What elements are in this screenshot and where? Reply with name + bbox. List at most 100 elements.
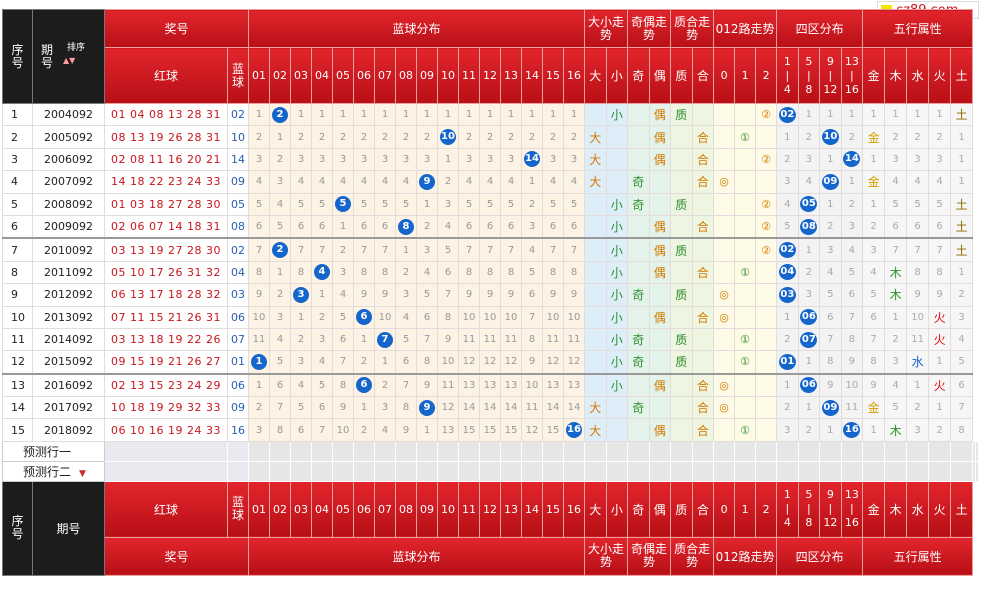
predict-cell[interactable] — [928, 460, 952, 482]
predict-dist-cell[interactable] — [542, 460, 565, 482]
predict-cell[interactable] — [627, 440, 650, 462]
predict-cell[interactable] — [734, 460, 757, 482]
predict-dist-cell[interactable] — [521, 460, 544, 482]
predict-dist-cell[interactable] — [332, 460, 355, 482]
predict-cell[interactable] — [713, 460, 736, 482]
predict-cell[interactable] — [691, 460, 715, 482]
predict-cell[interactable] — [862, 460, 886, 482]
predict-cell[interactable] — [975, 440, 979, 462]
oe-mark: 奇 — [632, 288, 645, 303]
zone-cell: 6 — [819, 305, 842, 329]
predict-dist-cell[interactable] — [437, 440, 460, 462]
predict-cell[interactable] — [605, 440, 629, 462]
wx-cell: 2 — [928, 125, 952, 149]
predict-dist-cell[interactable] — [290, 440, 313, 462]
zone-cell: 2 — [776, 396, 799, 420]
predict-cell[interactable] — [734, 440, 757, 462]
predict-dist-cell[interactable] — [248, 440, 271, 462]
footer-odd-even: 奇偶走势 — [627, 536, 672, 576]
blue-dist-cell: 5 — [311, 372, 334, 398]
predict-cell[interactable] — [584, 460, 607, 482]
predict-dist-cell[interactable] — [332, 440, 355, 462]
predict-dist-cell[interactable] — [479, 460, 502, 482]
bs-mark: 小 — [610, 310, 623, 325]
route-cell: ② — [755, 102, 778, 127]
predict-cell[interactable] — [975, 460, 979, 482]
predict-dist-cell[interactable] — [248, 460, 271, 482]
route-cell — [755, 327, 778, 352]
predict-dist-cell[interactable] — [542, 440, 565, 462]
predict-cell[interactable] — [840, 440, 864, 462]
predict-cell[interactable] — [884, 460, 908, 482]
header-zone4: 四区分布 — [776, 9, 864, 48]
predict-cell[interactable] — [691, 440, 715, 462]
predict-dist-cell[interactable] — [563, 460, 586, 482]
route-mark: ◎ — [719, 175, 729, 189]
predict-dist-cell[interactable] — [269, 440, 292, 462]
predict-cell[interactable] — [755, 440, 778, 462]
sort-button[interactable]: 排序 — [67, 42, 86, 53]
predict-cell[interactable] — [670, 460, 693, 482]
predict-dist-cell[interactable] — [416, 440, 439, 462]
predict-row[interactable]: 预测行一 — [2, 440, 979, 462]
predict-dist-cell[interactable] — [479, 440, 502, 462]
predict-cell[interactable] — [906, 440, 930, 462]
predict-dist-cell[interactable] — [311, 440, 334, 462]
predict-row[interactable]: 预测行二 ▼ — [2, 460, 979, 482]
predict-dist-cell[interactable] — [374, 460, 397, 482]
predict-cell[interactable] — [928, 440, 952, 462]
bs-cell — [605, 170, 629, 194]
predict-cell[interactable] — [776, 460, 799, 482]
predict-dist-cell[interactable] — [374, 440, 397, 462]
predict-dist-cell[interactable] — [500, 460, 523, 482]
predict-cell[interactable] — [884, 440, 908, 462]
blue-dist-cell: 5 — [353, 192, 376, 216]
predict-cell[interactable] — [670, 440, 693, 462]
predict-cell[interactable] — [797, 460, 821, 482]
predict-dist-cell[interactable] — [311, 460, 334, 482]
predict-cell[interactable] — [906, 460, 930, 482]
predict-cell[interactable] — [950, 440, 974, 462]
row-red-balls: 01 04 08 13 28 31 — [104, 102, 228, 127]
predict-cell[interactable] — [648, 460, 672, 482]
row-blue-ball: 05 — [226, 192, 250, 216]
wx-cell: 6 — [906, 214, 930, 239]
predict-dist-cell[interactable] — [458, 460, 481, 482]
blue-dist-cell: 14 — [479, 396, 502, 420]
predict-cell[interactable] — [819, 460, 842, 482]
predict-cell[interactable] — [627, 460, 650, 482]
predict-dist-cell[interactable] — [458, 440, 481, 462]
header-blue-num-14: 14 — [521, 47, 544, 104]
predict-cell[interactable] — [950, 460, 974, 482]
predict-dist-cell[interactable] — [353, 460, 376, 482]
predict-cell[interactable] — [605, 460, 629, 482]
predict-cell[interactable] — [776, 440, 799, 462]
predict-dist-cell[interactable] — [395, 460, 418, 482]
predict-dist-cell[interactable] — [290, 460, 313, 482]
predict-dist-cell[interactable] — [353, 440, 376, 462]
wx-cell: 1 — [950, 147, 974, 172]
predict-dist-cell[interactable] — [500, 440, 523, 462]
predict-cell[interactable] — [755, 460, 778, 482]
predict-cell[interactable] — [713, 440, 736, 462]
blue-dist-cell: 4 — [458, 170, 481, 194]
blue-dist-cell: 11 — [458, 327, 481, 352]
row-blue-ball: 10 — [226, 125, 250, 149]
predict-cell[interactable] — [840, 460, 864, 482]
predict-cell[interactable] — [648, 440, 672, 462]
predict-cell[interactable] — [584, 440, 607, 462]
predict-dist-cell[interactable] — [269, 460, 292, 482]
predict-dist-cell[interactable] — [437, 460, 460, 482]
blue-dist-cell: 7 — [479, 237, 502, 262]
footer-blue-num-08: 08 — [395, 480, 418, 538]
predict-cell[interactable] — [819, 440, 842, 462]
predict-cell[interactable] — [862, 440, 886, 462]
oe-cell — [627, 147, 650, 172]
predict-dist-cell[interactable] — [521, 440, 544, 462]
predict-dist-cell[interactable] — [416, 460, 439, 482]
predict-dist-cell[interactable] — [395, 440, 418, 462]
pc-cell — [670, 170, 693, 194]
predict-dist-cell[interactable] — [563, 440, 586, 462]
arrow-down-icon[interactable]: ▼ — [79, 468, 86, 479]
predict-cell[interactable] — [797, 440, 821, 462]
